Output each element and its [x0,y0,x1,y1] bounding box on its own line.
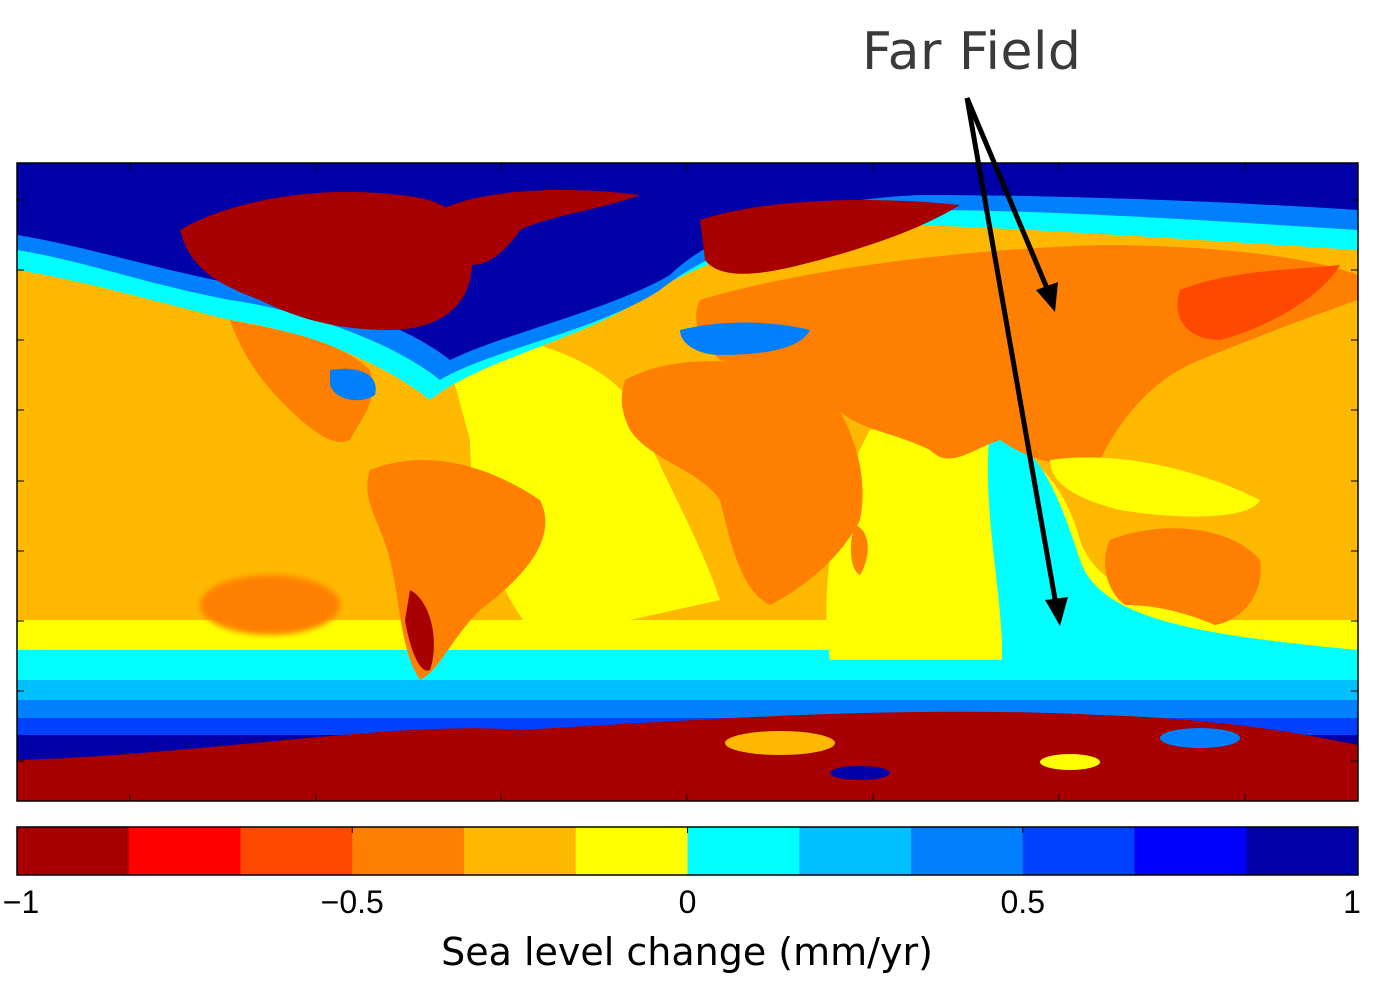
map-field [17,163,1358,801]
colorbar-label: Sea level change (mm/yr) [441,930,933,974]
colorbar-segment [799,827,912,875]
colorbar-segment [575,827,688,875]
annotation-far-field: Far Field [862,22,1082,82]
colorbar-segment [911,827,1024,875]
arrowhead-southern-ocean [1045,597,1068,626]
colorbar-segment [1246,827,1359,875]
annotation-arrows [964,97,1059,606]
colorbar [16,827,1359,875]
colorbar-frame [16,826,1359,876]
colorbar-segment [464,827,577,875]
colorbar-segment [352,827,465,875]
arrowhead-asia [1036,282,1058,312]
colorbar-segment [128,827,241,875]
colorbar-tick-label: −0.5 [320,884,384,920]
colorbar-tick-label: −1 [2,884,40,920]
arrow-to-asia [964,97,1052,294]
colorbar-segment [17,827,130,875]
colorbar-segment [240,827,353,875]
colorbar-tick-label: 0 [678,884,697,920]
colorbar-tick-label: 0.5 [1000,884,1045,920]
arrow-to-southern-ocean [964,97,1059,606]
map-frame-ticks [17,163,1358,801]
colorbar-tick-label: 1 [1343,884,1361,920]
colorbar-segment [1134,827,1247,875]
colorbar-segment [687,827,800,875]
colorbar-segment [1022,827,1135,875]
